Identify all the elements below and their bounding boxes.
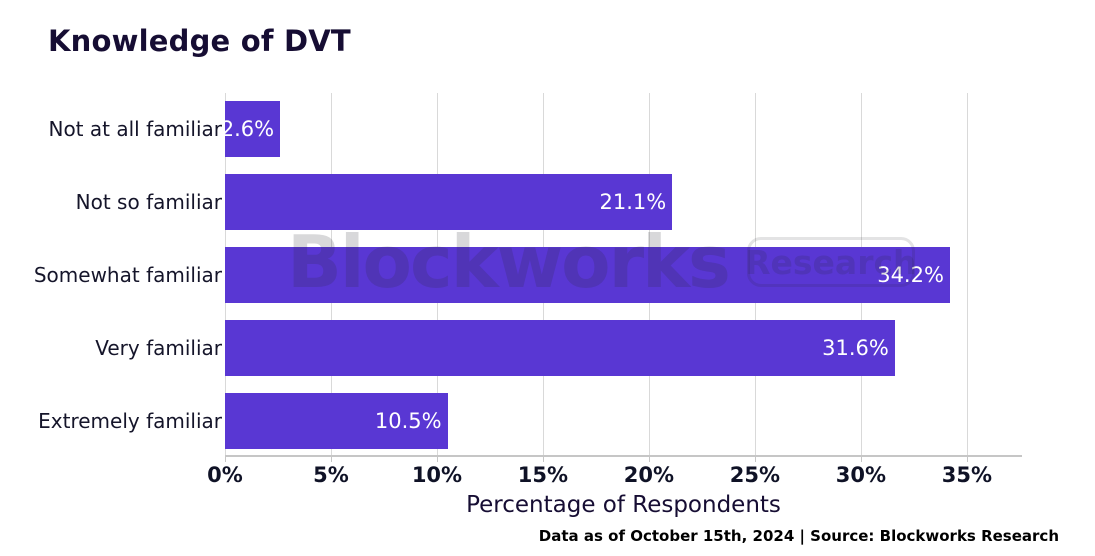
plot-area: 0% 5% 10% 15% 20% 25% 30% 35% 2.6% Not at all fam… <box>34 93 1022 487</box>
x-tick-mark <box>754 457 756 462</box>
x-tick-label: 15% <box>517 463 569 487</box>
x-tick-mark <box>860 457 862 462</box>
bar-value-label: 10.5% <box>374 409 442 433</box>
x-tick-mark <box>542 457 544 462</box>
category-label: Not at all familiar <box>48 117 222 141</box>
category-label: Extremely familiar <box>38 409 222 433</box>
x-tick-label: 25% <box>729 463 781 487</box>
category-label: Very familiar <box>95 336 222 360</box>
x-tick-mark <box>436 457 438 462</box>
bar-somewhat-familiar: 34.2% <box>225 247 950 303</box>
category-label: Somewhat familiar <box>33 263 222 287</box>
bar-not-at-all-familiar: 2.6% <box>221 101 281 157</box>
x-axis-title: Percentage of Respondents <box>466 492 781 518</box>
gridline <box>966 93 968 455</box>
x-tick-label: 35% <box>941 463 993 487</box>
x-tick-mark <box>330 457 332 462</box>
chart-title: Knowledge of DVT <box>48 24 351 58</box>
bar-value-label: 2.6% <box>220 117 275 141</box>
bar-extremely-familiar: 10.5% <box>225 393 448 449</box>
x-tick-label: 20% <box>623 463 675 487</box>
x-tick-mark <box>225 457 226 462</box>
x-tick-label: 30% <box>835 463 887 487</box>
source-attribution: Data as of October 15th, 2024 | Source: … <box>538 527 1059 545</box>
bar-not-so-familiar: 21.1% <box>225 174 673 230</box>
x-tick-label: 10% <box>411 463 463 487</box>
category-label: Not so familiar <box>75 190 222 214</box>
bar-value-label: 31.6% <box>822 336 889 360</box>
x-tick-mark <box>648 457 650 462</box>
x-tick-label: 5% <box>313 463 349 487</box>
bar-very-familiar: 31.6% <box>225 320 895 376</box>
x-tick-mark <box>966 457 968 462</box>
x-tick-label: 0% <box>207 463 243 487</box>
bar-value-label: 21.1% <box>599 190 667 214</box>
bar-value-label: 34.2% <box>877 263 944 287</box>
